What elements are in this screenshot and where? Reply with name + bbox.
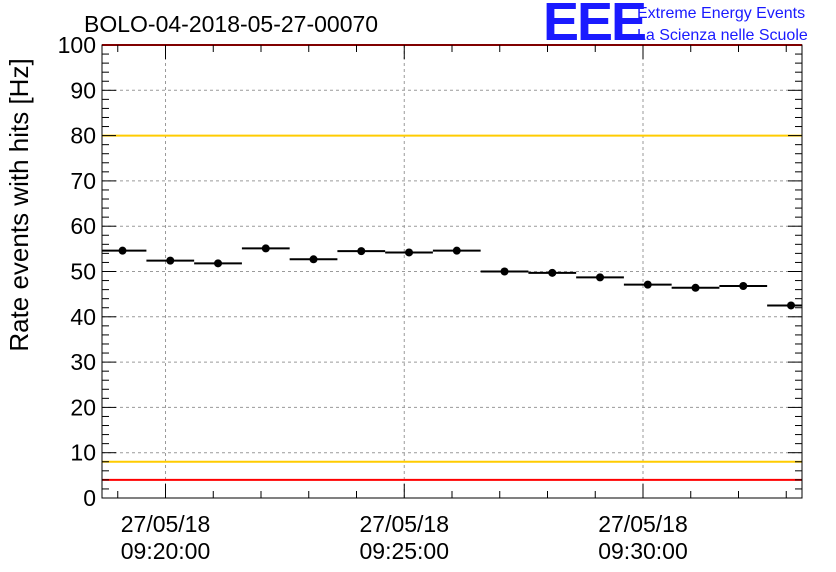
x-tick-label-date: 27/05/18 (359, 511, 449, 537)
y-tick-label: 40 (70, 304, 96, 330)
y-tick-label: 0 (83, 485, 96, 511)
data-points (102, 244, 802, 310)
data-point (548, 268, 557, 277)
y-axis-title: Rate events with hits [Hz] (4, 58, 34, 351)
y-tick-label: 30 (70, 349, 96, 375)
data-point (739, 281, 748, 290)
y-tick-label: 50 (70, 259, 96, 285)
data-point (357, 247, 366, 256)
logo-mark: EEE (543, 0, 645, 52)
y-tick-label: 100 (58, 32, 96, 58)
data-point (118, 246, 127, 255)
x-tick-label-time: 09:25:00 (359, 538, 449, 564)
grid-layer (102, 45, 802, 498)
y-tick-label: 20 (70, 394, 96, 420)
y-tick-label: 80 (70, 123, 96, 149)
logo-line2: La Scienza nelle Scuole (637, 27, 808, 44)
y-tick-label: 90 (70, 77, 96, 103)
y-tick-label: 10 (70, 440, 96, 466)
data-point (405, 248, 414, 257)
data-point (452, 246, 461, 255)
data-point (596, 273, 605, 282)
data-point (309, 255, 318, 264)
data-point (691, 283, 700, 292)
data-point (500, 267, 509, 276)
axis-ticks: 010203040506070809010027/05/1809:20:0027… (58, 32, 802, 564)
x-tick-label-time: 09:30:00 (598, 538, 688, 564)
y-tick-label: 70 (70, 168, 96, 194)
data-point (787, 301, 796, 310)
x-tick-label-time: 09:20:00 (121, 538, 211, 564)
chart-title: BOLO-04-2018-05-27-00070 (84, 11, 378, 37)
data-point (214, 259, 223, 268)
x-tick-label-date: 27/05/18 (121, 511, 211, 537)
y-tick-label: 60 (70, 213, 96, 239)
x-tick-label-date: 27/05/18 (598, 511, 688, 537)
eee-logo: EEE Extreme Energy Events La Scienza nel… (543, 0, 808, 52)
data-point (643, 280, 652, 289)
data-point (166, 256, 175, 265)
logo-line1: Extreme Energy Events (637, 5, 805, 22)
data-point (261, 244, 270, 253)
